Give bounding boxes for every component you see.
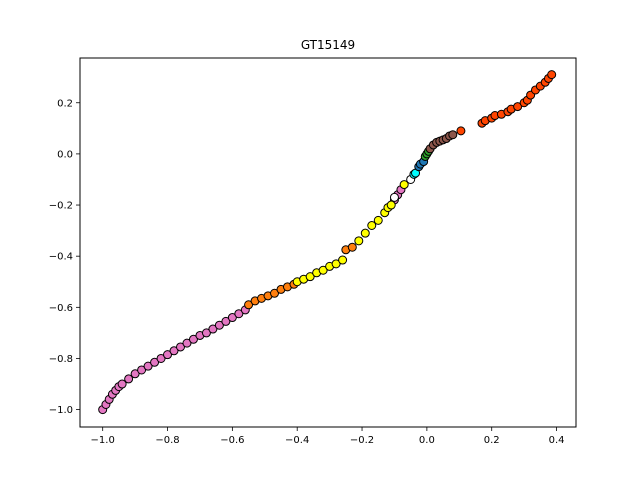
scatter-point: [244, 300, 254, 310]
y-tick-label: 0.0: [57, 149, 73, 160]
y-tick-label: −0.4: [49, 252, 73, 263]
scatter-point: [331, 259, 341, 269]
scatter-point: [163, 350, 173, 360]
y-tick-label: −1.0: [49, 405, 73, 416]
scatter-point: [448, 130, 458, 140]
scatter-point: [456, 126, 466, 136]
x-axis-ticks: −1.0 −0.8 −0.6 −0.4 −0.2 0.0 0.2 0.4: [91, 427, 565, 446]
scatter-point: [389, 192, 399, 202]
scatter-point: [360, 228, 370, 238]
scatter-point: [175, 342, 185, 352]
scatter-point: [318, 265, 328, 275]
scatter-point: [214, 320, 224, 330]
plot-frame: [79, 57, 577, 428]
scatter-point: [227, 313, 237, 323]
x-tick-label: 0.4: [549, 435, 565, 446]
scatter-point: [270, 288, 280, 298]
x-tick-label: −1.0: [91, 435, 115, 446]
scatter-point: [234, 309, 244, 319]
scatter-point: [188, 334, 198, 344]
x-tick-label: −0.8: [155, 435, 179, 446]
scatter-point: [354, 236, 364, 246]
data-points: [98, 70, 557, 415]
scatter-point: [156, 353, 166, 363]
y-tick-label: −0.6: [49, 303, 73, 314]
scatter-point: [182, 338, 192, 348]
scatter-point: [305, 272, 315, 282]
scatter-point: [373, 215, 383, 225]
scatter-point: [367, 220, 377, 230]
x-tick-label: 0.2: [484, 435, 500, 446]
y-tick-label: −0.8: [49, 354, 73, 365]
scatter-point: [547, 70, 557, 80]
x-tick-label: 0.0: [419, 435, 435, 446]
y-tick-label: −0.2: [49, 201, 73, 212]
x-tick-label: −0.6: [220, 435, 244, 446]
chart-title: GT15149: [301, 38, 355, 52]
scatter-point: [347, 242, 357, 252]
scatter-point: [201, 328, 211, 338]
scatter-point: [338, 255, 348, 265]
y-tick-label: 0.2: [57, 98, 73, 109]
scatter-point: [124, 374, 134, 384]
scatter-point: [513, 102, 523, 112]
scatter-point: [137, 365, 147, 375]
scatter-point: [386, 200, 396, 210]
scatter-point: [221, 316, 231, 326]
scatter-point: [169, 346, 179, 356]
x-tick-label: −0.4: [285, 435, 309, 446]
scatter-point: [143, 361, 153, 371]
scatter-point: [399, 180, 409, 190]
scatter-point: [208, 324, 218, 334]
scatter-point: [117, 379, 127, 389]
x-tick-label: −0.2: [350, 435, 374, 446]
y-axis-ticks: −1.0 −0.8 −0.6 −0.4 −0.2 0.0 0.2: [49, 98, 80, 416]
scatter-point: [150, 357, 160, 367]
scatter-point: [130, 369, 140, 379]
